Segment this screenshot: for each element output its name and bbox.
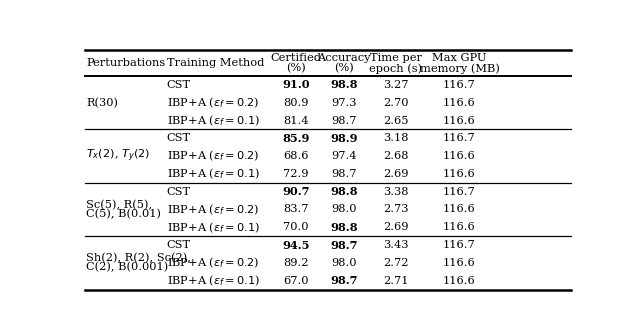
Text: IBP+A ($\epsilon_f = 0.1$): IBP+A ($\epsilon_f = 0.1$)	[167, 167, 260, 181]
Text: 98.7: 98.7	[331, 169, 356, 179]
Text: 98.0: 98.0	[331, 204, 356, 214]
Text: 98.8: 98.8	[330, 79, 358, 91]
Text: 2.73: 2.73	[383, 204, 409, 214]
Text: 83.7: 83.7	[283, 204, 308, 214]
Text: 2.68: 2.68	[383, 151, 409, 161]
Text: IBP+A ($\epsilon_f = 0.2$): IBP+A ($\epsilon_f = 0.2$)	[167, 256, 259, 270]
Text: Max GPU: Max GPU	[432, 53, 486, 63]
Text: IBP+A ($\epsilon_f = 0.1$): IBP+A ($\epsilon_f = 0.1$)	[167, 273, 260, 288]
Text: 2.71: 2.71	[383, 276, 409, 286]
Text: Accuracy: Accuracy	[317, 53, 371, 63]
Text: 116.7: 116.7	[443, 133, 476, 143]
Text: 98.8: 98.8	[330, 222, 358, 233]
Text: C(2), B(0.001): C(2), B(0.001)	[86, 262, 168, 273]
Text: 72.9: 72.9	[283, 169, 308, 179]
Text: 2.69: 2.69	[383, 222, 409, 232]
Text: 98.7: 98.7	[330, 275, 358, 286]
Text: 116.6: 116.6	[443, 204, 476, 214]
Text: 94.5: 94.5	[282, 239, 310, 250]
Text: IBP+A ($\epsilon_f = 0.1$): IBP+A ($\epsilon_f = 0.1$)	[167, 220, 260, 234]
Text: IBP+A ($\epsilon_f = 0.2$): IBP+A ($\epsilon_f = 0.2$)	[167, 149, 259, 163]
Text: 81.4: 81.4	[283, 116, 308, 126]
Text: IBP+A ($\epsilon_f = 0.2$): IBP+A ($\epsilon_f = 0.2$)	[167, 96, 259, 110]
Text: 85.9: 85.9	[282, 133, 310, 144]
Text: 97.3: 97.3	[331, 98, 356, 108]
Text: Training Method: Training Method	[167, 58, 264, 68]
Text: 98.8: 98.8	[330, 186, 358, 197]
Text: 68.6: 68.6	[283, 151, 308, 161]
Text: CST: CST	[167, 187, 191, 197]
Text: 89.2: 89.2	[283, 258, 308, 268]
Text: 2.65: 2.65	[383, 116, 409, 126]
Text: 67.0: 67.0	[283, 276, 308, 286]
Text: 116.6: 116.6	[443, 116, 476, 126]
Text: R(30): R(30)	[86, 98, 118, 108]
Text: IBP+A ($\epsilon_f = 0.1$): IBP+A ($\epsilon_f = 0.1$)	[167, 113, 260, 128]
Text: C(5), B(0.01): C(5), B(0.01)	[86, 209, 161, 219]
Text: 116.6: 116.6	[443, 151, 476, 161]
Text: Perturbations: Perturbations	[86, 58, 165, 68]
Text: epoch (s): epoch (s)	[369, 63, 422, 74]
Text: 98.7: 98.7	[330, 239, 358, 250]
Text: Certified: Certified	[270, 53, 321, 63]
Text: 98.0: 98.0	[331, 258, 356, 268]
Text: Time per: Time per	[370, 53, 422, 63]
Text: 116.6: 116.6	[443, 169, 476, 179]
Text: (%): (%)	[286, 63, 306, 73]
Text: 3.27: 3.27	[383, 80, 409, 90]
Text: 116.6: 116.6	[443, 276, 476, 286]
Text: 116.6: 116.6	[443, 222, 476, 232]
Text: IBP+A ($\epsilon_f = 0.2$): IBP+A ($\epsilon_f = 0.2$)	[167, 202, 259, 217]
Text: 70.0: 70.0	[283, 222, 308, 232]
Text: 116.7: 116.7	[443, 240, 476, 250]
Text: CST: CST	[167, 240, 191, 250]
Text: 2.72: 2.72	[383, 258, 409, 268]
Text: 116.6: 116.6	[443, 98, 476, 108]
Text: 80.9: 80.9	[283, 98, 308, 108]
Text: (%): (%)	[334, 63, 354, 73]
Text: 2.70: 2.70	[383, 98, 409, 108]
Text: CST: CST	[167, 133, 191, 143]
Text: 3.38: 3.38	[383, 187, 409, 197]
Text: Sh(2), R(2), Sc(2),: Sh(2), R(2), Sc(2),	[86, 253, 191, 264]
Text: Sc(5), R(5),: Sc(5), R(5),	[86, 200, 152, 210]
Text: 97.4: 97.4	[331, 151, 356, 161]
Text: 2.69: 2.69	[383, 169, 409, 179]
Text: 98.9: 98.9	[330, 133, 358, 144]
Text: 116.7: 116.7	[443, 80, 476, 90]
Text: 116.7: 116.7	[443, 187, 476, 197]
Text: 90.7: 90.7	[282, 186, 310, 197]
Text: 3.43: 3.43	[383, 240, 409, 250]
Text: 98.7: 98.7	[331, 116, 356, 126]
Text: $T_x(2)$, $T_y(2)$: $T_x(2)$, $T_y(2)$	[86, 148, 150, 164]
Text: 3.18: 3.18	[383, 133, 409, 143]
Text: memory (MB): memory (MB)	[419, 63, 499, 74]
Text: 116.6: 116.6	[443, 258, 476, 268]
Text: CST: CST	[167, 80, 191, 90]
Text: 91.0: 91.0	[282, 79, 310, 91]
